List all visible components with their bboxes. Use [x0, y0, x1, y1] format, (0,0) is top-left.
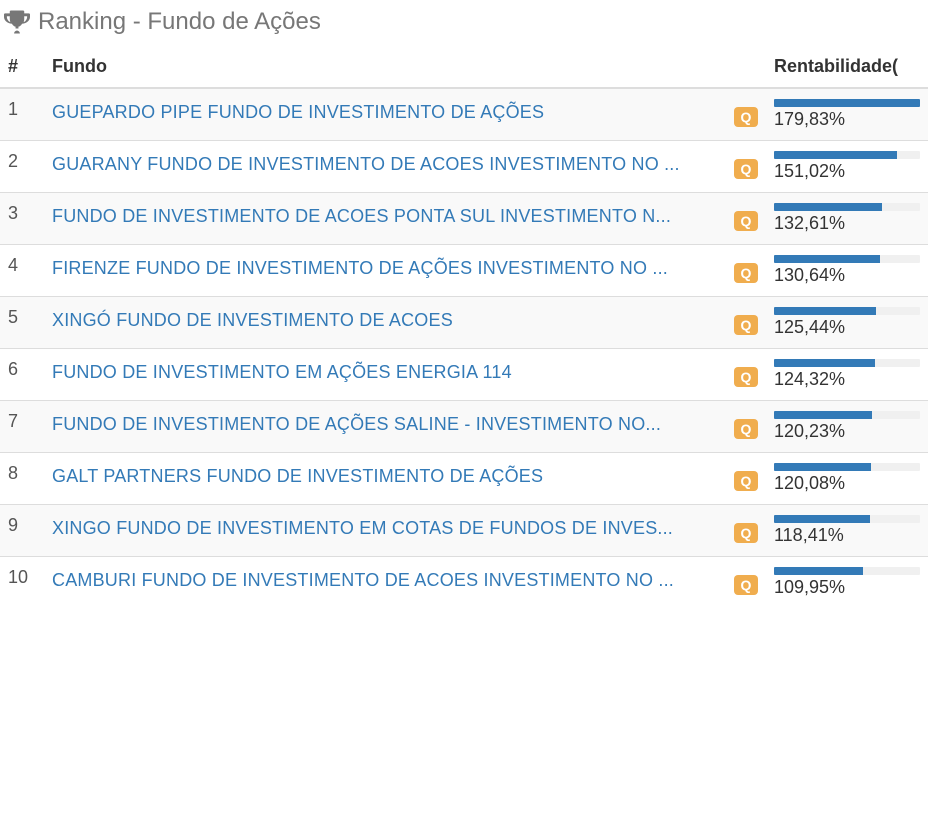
table-row: 1 GUEPARDO PIPE FUNDO DE INVESTIMENTO DE …	[0, 88, 928, 141]
return-bar	[774, 307, 920, 315]
qualification-badge[interactable]: Q	[734, 263, 758, 283]
return-cell: 118,41%	[766, 505, 928, 557]
table-row: 10 CAMBURI FUNDO DE INVESTIMENTO DE ACOES…	[0, 557, 928, 609]
return-bar-fill	[774, 515, 870, 523]
return-bar-fill	[774, 463, 871, 471]
return-cell: 179,83%	[766, 88, 928, 141]
return-bar-fill	[774, 151, 897, 159]
table-header-row: # Fundo Rentabilidade(	[0, 46, 928, 88]
return-bar	[774, 255, 920, 263]
table-row: 7 FUNDO DE INVESTIMENTO DE AÇÕES SALINE -…	[0, 401, 928, 453]
return-bar-fill	[774, 255, 880, 263]
fund-link[interactable]: XINGO FUNDO DE INVESTIMENTO EM COTAS DE …	[52, 518, 673, 538]
return-bar	[774, 99, 920, 107]
fund-link[interactable]: FIRENZE FUNDO DE INVESTIMENTO DE AÇÕES I…	[52, 258, 668, 278]
return-value: 132,61%	[774, 213, 920, 234]
fund-cell: GUEPARDO PIPE FUNDO DE INVESTIMENTO DE A…	[44, 88, 766, 141]
return-cell: 151,02%	[766, 141, 928, 193]
col-header-rank[interactable]: #	[0, 46, 44, 88]
fund-cell: XINGO FUNDO DE INVESTIMENTO EM COTAS DE …	[44, 505, 766, 557]
col-header-fund[interactable]: Fundo	[44, 46, 766, 88]
qualification-badge[interactable]: Q	[734, 367, 758, 387]
table-row: 9 XINGO FUNDO DE INVESTIMENTO EM COTAS DE…	[0, 505, 928, 557]
qualification-badge[interactable]: Q	[734, 419, 758, 439]
table-row: 3 FUNDO DE INVESTIMENTO DE ACOES PONTA SU…	[0, 193, 928, 245]
fund-cell: FUNDO DE INVESTIMENTO DE ACOES PONTA SUL…	[44, 193, 766, 245]
return-value: 120,08%	[774, 473, 920, 494]
table-row: 6 FUNDO DE INVESTIMENTO EM AÇÕES ENERGIA …	[0, 349, 928, 401]
col-header-return[interactable]: Rentabilidade(	[766, 46, 928, 88]
fund-cell: FIRENZE FUNDO DE INVESTIMENTO DE AÇÕES I…	[44, 245, 766, 297]
qualification-badge[interactable]: Q	[734, 315, 758, 335]
return-bar-fill	[774, 411, 872, 419]
fund-link[interactable]: GUEPARDO PIPE FUNDO DE INVESTIMENTO DE A…	[52, 102, 544, 122]
rank-cell: 7	[0, 401, 44, 453]
rank-cell: 8	[0, 453, 44, 505]
rank-cell: 10	[0, 557, 44, 609]
fund-cell: CAMBURI FUNDO DE INVESTIMENTO DE ACOES I…	[44, 557, 766, 609]
return-value: 125,44%	[774, 317, 920, 338]
rank-cell: 6	[0, 349, 44, 401]
rank-cell: 1	[0, 88, 44, 141]
return-bar	[774, 203, 920, 211]
table-row: 4 FIRENZE FUNDO DE INVESTIMENTO DE AÇÕES …	[0, 245, 928, 297]
fund-cell: FUNDO DE INVESTIMENTO DE AÇÕES SALINE - …	[44, 401, 766, 453]
return-cell: 132,61%	[766, 193, 928, 245]
return-bar-fill	[774, 359, 875, 367]
return-cell: 120,08%	[766, 453, 928, 505]
qualification-badge[interactable]: Q	[734, 107, 758, 127]
fund-link[interactable]: FUNDO DE INVESTIMENTO DE ACOES PONTA SUL…	[52, 206, 671, 226]
fund-link[interactable]: GALT PARTNERS FUNDO DE INVESTIMENTO DE A…	[52, 466, 543, 486]
ranking-table: # Fundo Rentabilidade( 1 GUEPARDO PIPE FU…	[0, 46, 928, 608]
qualification-badge[interactable]: Q	[734, 523, 758, 543]
fund-link[interactable]: FUNDO DE INVESTIMENTO EM AÇÕES ENERGIA 1…	[52, 362, 512, 382]
qualification-badge[interactable]: Q	[734, 575, 758, 595]
return-value: 130,64%	[774, 265, 920, 286]
page-title: Ranking - Fundo de Ações	[38, 8, 321, 36]
qualification-badge[interactable]: Q	[734, 159, 758, 179]
return-value: 124,32%	[774, 369, 920, 390]
return-cell: 125,44%	[766, 297, 928, 349]
return-bar-fill	[774, 203, 882, 211]
return-bar-fill	[774, 307, 876, 315]
fund-cell: XINGÓ FUNDO DE INVESTIMENTO DE ACOES Q	[44, 297, 766, 349]
qualification-badge[interactable]: Q	[734, 471, 758, 491]
rank-cell: 9	[0, 505, 44, 557]
return-cell: 124,32%	[766, 349, 928, 401]
return-value: 109,95%	[774, 577, 920, 598]
fund-link[interactable]: FUNDO DE INVESTIMENTO DE AÇÕES SALINE - …	[52, 414, 661, 434]
fund-cell: FUNDO DE INVESTIMENTO EM AÇÕES ENERGIA 1…	[44, 349, 766, 401]
return-bar	[774, 151, 920, 159]
return-cell: 120,23%	[766, 401, 928, 453]
return-cell: 109,95%	[766, 557, 928, 609]
fund-link[interactable]: XINGÓ FUNDO DE INVESTIMENTO DE ACOES	[52, 310, 453, 330]
return-value: 120,23%	[774, 421, 920, 442]
return-value: 179,83%	[774, 109, 920, 130]
fund-cell: GUARANY FUNDO DE INVESTIMENTO DE ACOES I…	[44, 141, 766, 193]
return-value: 118,41%	[774, 525, 920, 546]
fund-link[interactable]: GUARANY FUNDO DE INVESTIMENTO DE ACOES I…	[52, 154, 680, 174]
rank-cell: 3	[0, 193, 44, 245]
return-bar	[774, 567, 920, 575]
fund-link[interactable]: CAMBURI FUNDO DE INVESTIMENTO DE ACOES I…	[52, 570, 674, 590]
return-bar-fill	[774, 99, 920, 107]
return-cell: 130,64%	[766, 245, 928, 297]
rank-cell: 4	[0, 245, 44, 297]
fund-cell: GALT PARTNERS FUNDO DE INVESTIMENTO DE A…	[44, 453, 766, 505]
return-value: 151,02%	[774, 161, 920, 182]
trophy-icon	[4, 9, 30, 35]
rank-cell: 2	[0, 141, 44, 193]
table-row: 8 GALT PARTNERS FUNDO DE INVESTIMENTO DE …	[0, 453, 928, 505]
table-row: 2 GUARANY FUNDO DE INVESTIMENTO DE ACOES …	[0, 141, 928, 193]
return-bar	[774, 515, 920, 523]
table-row: 5 XINGÓ FUNDO DE INVESTIMENTO DE ACOES Q 12…	[0, 297, 928, 349]
qualification-badge[interactable]: Q	[734, 211, 758, 231]
rank-cell: 5	[0, 297, 44, 349]
return-bar	[774, 411, 920, 419]
return-bar	[774, 463, 920, 471]
page-header: Ranking - Fundo de Ações	[0, 0, 928, 46]
return-bar	[774, 359, 920, 367]
return-bar-fill	[774, 567, 863, 575]
